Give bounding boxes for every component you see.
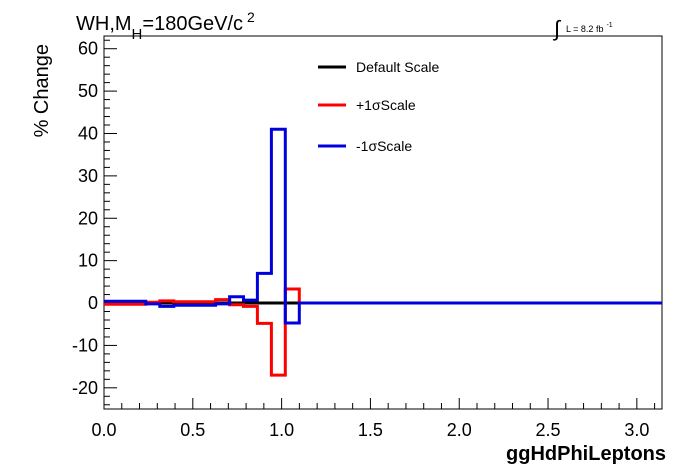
x-tick-label: 1.5 <box>358 420 383 440</box>
x-tick-label: 0.0 <box>91 420 116 440</box>
integral-symbol: ∫ <box>552 16 562 41</box>
chart-title: WH,MH=180GeV/c 2 <box>76 9 255 43</box>
y-tick-label: -20 <box>72 378 98 398</box>
x-tick-label: 0.5 <box>180 420 205 440</box>
y-tick-label: 10 <box>78 251 98 271</box>
y-tick-label: 20 <box>78 208 98 228</box>
title-sub: H <box>132 26 143 43</box>
y-tick-label: 50 <box>78 81 98 101</box>
title-main: WH,M <box>76 13 132 35</box>
title-rest: =180GeV/c <box>142 13 243 35</box>
title-sup: 2 <box>247 9 255 25</box>
x-axis-label: ggHdPhiLeptons <box>506 443 666 465</box>
lumi-sup: -1 <box>606 22 612 29</box>
x-tick-label: 2.0 <box>447 420 472 440</box>
lumi-text: L = 8.2 fb <box>566 24 603 34</box>
legend: Default Scale +1σScale -1σScale <box>318 59 439 154</box>
y-tick-label: 0 <box>88 293 98 313</box>
legend-label-1: +1σScale <box>356 97 416 113</box>
legend-label-2: -1σScale <box>356 138 412 154</box>
y-tick-label: 40 <box>78 123 98 143</box>
y-tick-label: -10 <box>72 335 98 355</box>
series-line-2 <box>104 127 662 325</box>
plot-frame <box>103 35 663 410</box>
y-axis-label: % Change <box>31 44 53 137</box>
x-tick-label: 1.0 <box>269 420 294 440</box>
series-layer <box>104 127 662 377</box>
y-tick-label: 60 <box>78 39 98 59</box>
x-tick-label: 3.0 <box>624 420 649 440</box>
legend-label-0: Default Scale <box>356 59 439 75</box>
luminosity-label: L = 8.2 fb -1 <box>566 22 613 34</box>
x-axis: 0.0 0.5 1.0 1.5 2.0 2.5 3.0 <box>91 398 656 440</box>
y-axis: -20 -10 0 10 20 30 40 50 60 <box>72 39 117 406</box>
x-tick-label: 2.5 <box>536 420 561 440</box>
y-tick-label: 30 <box>78 166 98 186</box>
